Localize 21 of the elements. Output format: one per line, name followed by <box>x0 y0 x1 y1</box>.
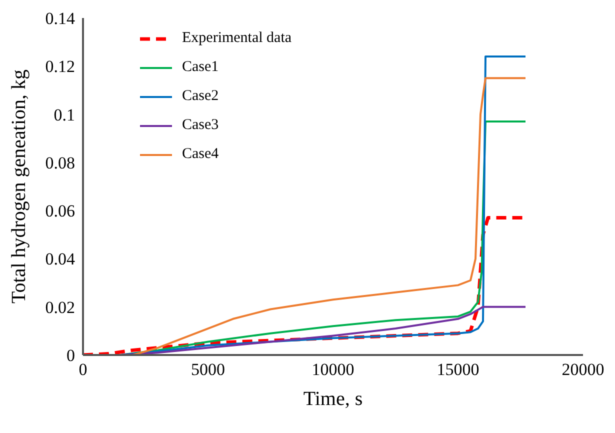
y-tick-label: 0.1 <box>54 105 75 124</box>
y-tick-label: 0.06 <box>45 202 75 221</box>
y-tick-label: 0 <box>66 346 75 366</box>
line-series <box>120 120 526 355</box>
y-tick-label: 0.12 <box>45 57 75 76</box>
x-tick-label: 5000 <box>191 360 225 380</box>
y-tick-label: 0.04 <box>45 250 76 269</box>
legend-label: Case4 <box>182 146 219 163</box>
y-tick-label: 0.14 <box>45 9 76 28</box>
x-tick-label: 15000 <box>436 360 480 380</box>
y-tick-label: 0.08 <box>45 153 75 172</box>
legend-label: Case1 <box>182 59 219 76</box>
legend-label: Case3 <box>182 117 219 134</box>
y-tick-label: 0.02 <box>45 298 75 317</box>
x-tick-label: 10000 <box>312 360 354 380</box>
x-tick-label: 20000 <box>562 360 604 380</box>
y-axis-title: Total hydrogen geneation, kg <box>8 69 30 304</box>
x-tick-label: 0 <box>78 360 88 380</box>
x-axis-title: Time, s <box>303 388 363 410</box>
legend-label: Case2 <box>182 88 219 105</box>
legend-label: Experimental data <box>182 30 292 47</box>
